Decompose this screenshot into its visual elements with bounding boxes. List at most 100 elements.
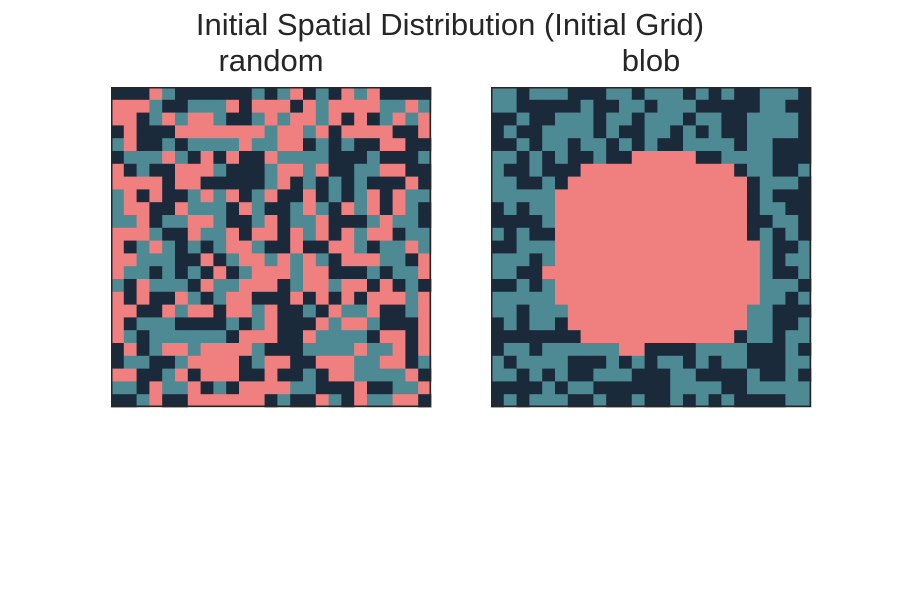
grid-cell: [593, 317, 607, 331]
grid-cell: [290, 99, 304, 113]
grid-cell: [367, 240, 381, 254]
grid-cell: [491, 291, 505, 305]
grid-cell: [277, 317, 291, 331]
grid-cell: [516, 368, 530, 382]
grid-cell: [503, 87, 517, 101]
grid-cell: [721, 189, 735, 203]
grid-cell: [111, 394, 125, 408]
grid-cell: [379, 189, 393, 203]
grid-cell: [670, 343, 684, 357]
grid-cell: [644, 163, 658, 177]
grid-cell: [175, 394, 189, 408]
grid-cell: [747, 227, 761, 241]
grid-cell: [239, 253, 253, 267]
grid-cell: [290, 240, 304, 254]
grid-cell: [734, 240, 748, 254]
grid-cell: [619, 215, 633, 229]
grid-cell: [695, 176, 709, 190]
grid-cell: [593, 368, 607, 382]
grid-cell: [516, 189, 530, 203]
grid-cell: [264, 125, 278, 139]
grid-cell: [392, 99, 406, 113]
grid-cell: [239, 176, 253, 190]
grid-cell: [277, 87, 291, 101]
grid-cell: [593, 355, 607, 369]
grid-cell: [264, 368, 278, 382]
grid-cell: [303, 304, 317, 318]
grid-cell: [619, 253, 633, 267]
grid-cell: [149, 112, 163, 126]
grid-cell: [695, 138, 709, 152]
grid-cell: [516, 176, 530, 190]
grid-cell: [367, 227, 381, 241]
grid-cell: [619, 343, 633, 357]
grid-cell: [392, 87, 406, 101]
grid-cell: [631, 279, 645, 293]
grid-cell: [529, 189, 543, 203]
grid-cell: [606, 343, 620, 357]
grid-cell: [405, 138, 419, 152]
grid-cell: [516, 304, 530, 318]
grid-cell: [580, 99, 594, 113]
grid-cell: [580, 355, 594, 369]
grid-cell: [162, 138, 176, 152]
grid-cell: [593, 202, 607, 216]
grid-cell: [187, 87, 201, 101]
grid-cell: [798, 253, 812, 267]
grid-cell: [264, 330, 278, 344]
grid-cell: [670, 99, 684, 113]
grid-cell: [529, 138, 543, 152]
grid-cell: [785, 87, 799, 101]
grid-cell: [580, 330, 594, 344]
grid-cell: [111, 355, 125, 369]
grid-cell: [516, 87, 530, 101]
grid-cell: [149, 368, 163, 382]
grid-cell: [277, 304, 291, 318]
grid-cell: [226, 215, 240, 229]
grid-cell: [606, 163, 620, 177]
grid-cell: [162, 253, 176, 267]
grid-cell: [516, 112, 530, 126]
grid-cell: [226, 227, 240, 241]
grid-cell: [516, 279, 530, 293]
grid-cell: [136, 381, 150, 395]
grid-cell: [354, 202, 368, 216]
grid-cell: [695, 368, 709, 382]
grid-cell: [503, 99, 517, 113]
grid-cell: [555, 381, 569, 395]
grid-cell: [392, 343, 406, 357]
grid-cell: [354, 343, 368, 357]
grid-cell: [747, 215, 761, 229]
grid-cell: [747, 125, 761, 139]
grid-cell: [734, 99, 748, 113]
grid-cell: [683, 394, 697, 408]
grid-cell: [251, 291, 265, 305]
grid-cell: [303, 215, 317, 229]
grid-cell: [239, 343, 253, 357]
grid-cell: [367, 291, 381, 305]
grid-cell: [264, 381, 278, 395]
grid-cell: [136, 355, 150, 369]
grid-cell: [644, 304, 658, 318]
grid-cell: [670, 151, 684, 165]
grid-cell: [123, 355, 137, 369]
grid-cell: [593, 227, 607, 241]
grid-cell: [277, 202, 291, 216]
grid-cell: [136, 317, 150, 331]
grid-cell: [683, 99, 697, 113]
grid-cell: [721, 125, 735, 139]
grid-cell: [187, 343, 201, 357]
grid-cell: [759, 330, 773, 344]
grid-cell: [392, 163, 406, 177]
grid-cell: [708, 163, 722, 177]
grid-cell: [341, 215, 355, 229]
grid-cell: [580, 202, 594, 216]
grid-cell: [772, 304, 786, 318]
grid-cell: [542, 151, 556, 165]
grid-cell: [341, 202, 355, 216]
grid-cell: [670, 266, 684, 280]
grid-cell: [734, 87, 748, 101]
grid-cell: [175, 189, 189, 203]
grid-cell: [529, 304, 543, 318]
